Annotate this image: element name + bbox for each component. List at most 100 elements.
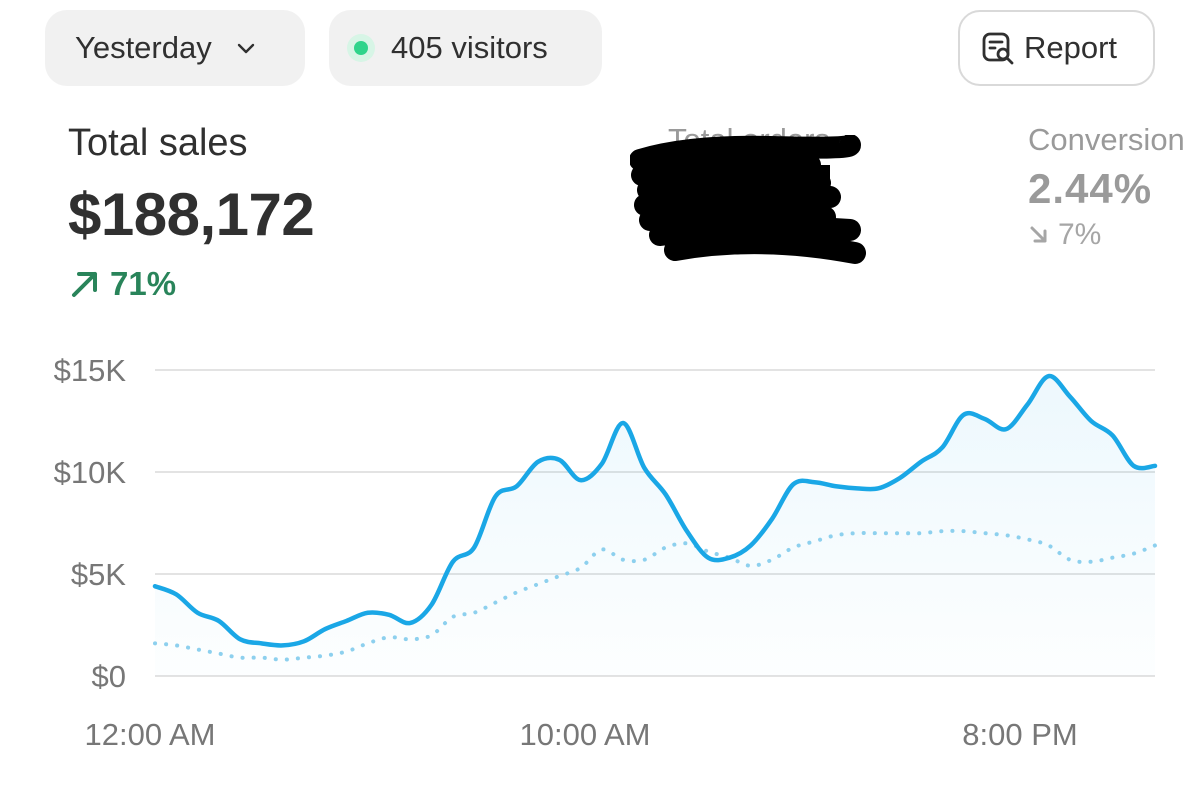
sales-point [322,626,328,632]
sales-point [790,481,796,487]
conversion-delta-value: 7% [1058,218,1102,251]
sales-point [663,491,669,497]
comparison-point [939,528,945,534]
report-search-icon [982,32,1014,65]
comparison-point [833,532,839,538]
comparison-point [386,634,392,640]
comparison-point [790,544,796,550]
comparison-point [152,640,158,646]
total-sales-label: Total sales [68,122,248,164]
comparison-point [620,557,626,563]
comparison-point [301,655,307,661]
comparison-point [684,540,690,546]
sales-point [1152,463,1158,469]
sales-point [1109,432,1115,438]
sales-point [195,610,201,616]
comparison-point [237,655,243,661]
conversion-label: Conversion [1028,122,1185,157]
conversion-delta: 7% [1028,218,1101,252]
comparison-point [514,589,520,595]
sales-point [514,483,520,489]
series-sales-line [152,373,1158,648]
x-tick-label: 8:00 PM [962,717,1077,752]
comparison-point [492,600,498,606]
comparison-point [429,632,435,638]
comparison-point [578,565,584,571]
sales-point [1046,373,1052,379]
comparison-point [769,557,775,563]
comparison-point [1152,542,1158,548]
comparison-point [535,581,541,587]
comparison-point [556,573,562,579]
sales-point [641,465,647,471]
comparison-point [812,538,818,544]
redaction-scribble [630,135,866,264]
x-tick-label: 12:00 AM [85,717,216,752]
sales-over-time-chart: $0 $5K $10K $15K 12:00 AM 10:00 AM 8:00 PM [54,353,1158,752]
sales-point [471,544,477,550]
sales-point [939,445,945,451]
total-sales-delta: 71% [68,265,176,303]
report-button[interactable]: Report [958,10,1155,86]
comparison-point [748,563,754,569]
arrow-up-right-icon [72,272,97,297]
comparison-point [1067,557,1073,563]
comparison-point [918,530,924,536]
sales-point [301,638,307,644]
comparison-point [1024,536,1030,542]
sales-point [854,485,860,491]
sales-point [1088,418,1094,424]
sales-point [492,493,498,499]
sales-point [280,642,286,648]
sales-point [961,412,967,418]
y-tick-label: $0 [92,659,126,694]
comparison-point [982,530,988,536]
sales-point [875,485,881,491]
comparison-point [1003,532,1009,538]
sales-point [152,583,158,589]
sales-point [1067,394,1073,400]
series-comparison-line [153,528,1157,662]
sales-point [258,640,264,646]
sales-area [155,376,1155,676]
sales-point [812,479,818,485]
y-tick-label: $10K [54,455,127,490]
comparison-point [280,657,286,663]
comparison-point [854,530,860,536]
report-label: Report [1024,30,1118,65]
period-label: Yesterday [75,30,212,65]
sales-point [982,416,988,422]
comparison-point [705,549,711,555]
sales-point [705,555,711,561]
sales-point [407,620,413,626]
sales-point [1024,402,1030,408]
sales-point [535,459,541,465]
period-selector[interactable]: Yesterday [45,10,305,86]
sales-point [1003,426,1009,432]
total-sales-value: $188,172 [68,181,315,248]
y-tick-label: $5K [71,557,126,592]
sales-point [386,612,392,618]
comparison-point [343,649,349,655]
sales-point [599,461,605,467]
live-visitors-chip[interactable]: 405 visitors [329,10,602,86]
sales-point [748,542,754,548]
sales-point [620,420,626,426]
comparison-point [216,651,222,657]
conversion-value: 2.44% [1028,165,1153,212]
comparison-point [726,555,732,561]
sales-point [216,618,222,624]
comparison-point [961,528,967,534]
sales-point [769,516,775,522]
comparison-point [663,544,669,550]
comparison-point [1109,555,1115,561]
sales-point [343,618,349,624]
sales-point [833,483,839,489]
comparison-point [322,653,328,659]
sales-point [1131,463,1137,469]
sales-point [897,475,903,481]
comparison-point [407,636,413,642]
arrow-down-right-icon [1030,226,1047,243]
sales-point [173,591,179,597]
sales-point [429,602,435,608]
